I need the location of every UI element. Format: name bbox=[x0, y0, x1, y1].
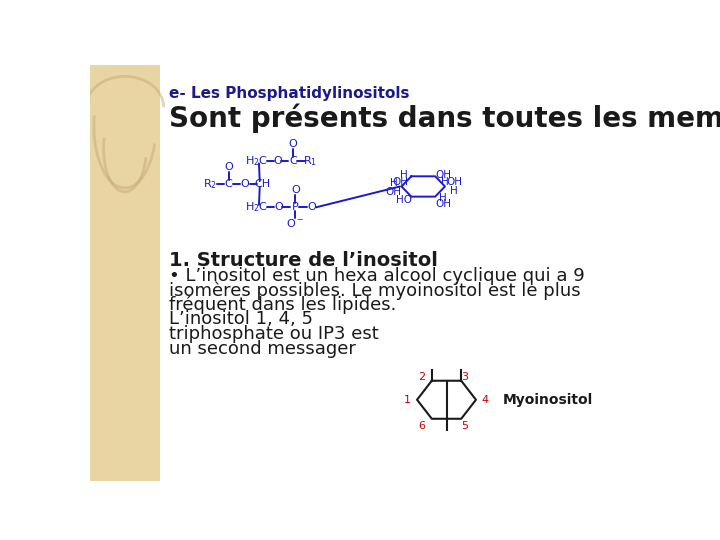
Text: $\mathsf{H_2C}$: $\mathsf{H_2C}$ bbox=[246, 154, 268, 168]
Text: Sont présents dans toutes les membranes: Sont présents dans toutes les membranes bbox=[169, 103, 720, 133]
Text: isomères possibles. Le myoinositol est le plus: isomères possibles. Le myoinositol est l… bbox=[169, 281, 580, 300]
Text: C: C bbox=[289, 156, 297, 166]
Text: $\mathsf{R_1}$: $\mathsf{R_1}$ bbox=[303, 154, 317, 168]
Text: H: H bbox=[441, 178, 449, 187]
Text: O: O bbox=[307, 202, 316, 212]
Text: OH: OH bbox=[446, 177, 462, 187]
Text: CH: CH bbox=[255, 179, 271, 189]
Bar bbox=[90, 65, 160, 481]
Text: O: O bbox=[291, 185, 300, 195]
Text: O: O bbox=[273, 156, 282, 166]
Text: 5: 5 bbox=[462, 421, 469, 431]
Text: O: O bbox=[274, 202, 283, 212]
Text: $\mathsf{R_2}$: $\mathsf{R_2}$ bbox=[203, 177, 217, 191]
Text: fréquent dans les lipides.: fréquent dans les lipides. bbox=[169, 296, 397, 314]
Text: P: P bbox=[292, 202, 299, 212]
Bar bbox=[160, 65, 648, 481]
Text: 3: 3 bbox=[462, 372, 469, 382]
Text: e- Les Phosphatidylinositols: e- Les Phosphatidylinositols bbox=[169, 86, 410, 102]
Text: O: O bbox=[225, 162, 233, 172]
Text: H: H bbox=[400, 170, 408, 180]
Text: H: H bbox=[390, 178, 397, 187]
Text: O$^-$: O$^-$ bbox=[287, 217, 305, 228]
Text: O: O bbox=[240, 179, 249, 189]
Text: Myoinositol: Myoinositol bbox=[503, 393, 593, 407]
Text: 6: 6 bbox=[418, 421, 426, 431]
Text: H: H bbox=[439, 193, 447, 203]
Text: $\mathsf{H_2C}$: $\mathsf{H_2C}$ bbox=[246, 200, 268, 214]
Text: L’inositol 1, 4, 5: L’inositol 1, 4, 5 bbox=[169, 310, 313, 328]
Text: triphosphate ou IP3 est: triphosphate ou IP3 est bbox=[169, 325, 379, 343]
Text: 1. Structure de l’inositol: 1. Structure de l’inositol bbox=[169, 251, 438, 270]
Text: H: H bbox=[451, 186, 458, 196]
Text: OH: OH bbox=[392, 178, 408, 187]
Text: • L’inositol est un hexa alcool cyclique qui a 9: • L’inositol est un hexa alcool cyclique… bbox=[169, 267, 585, 285]
Text: O: O bbox=[289, 139, 297, 149]
Text: OH: OH bbox=[435, 170, 451, 180]
Text: un second messager: un second messager bbox=[169, 340, 356, 357]
Text: HO: HO bbox=[395, 195, 412, 206]
Text: 1: 1 bbox=[403, 395, 410, 405]
Text: C: C bbox=[225, 179, 233, 189]
Text: 2: 2 bbox=[418, 372, 426, 382]
Text: OH: OH bbox=[435, 199, 451, 210]
Text: OH: OH bbox=[386, 187, 402, 197]
Text: 4: 4 bbox=[482, 395, 489, 405]
